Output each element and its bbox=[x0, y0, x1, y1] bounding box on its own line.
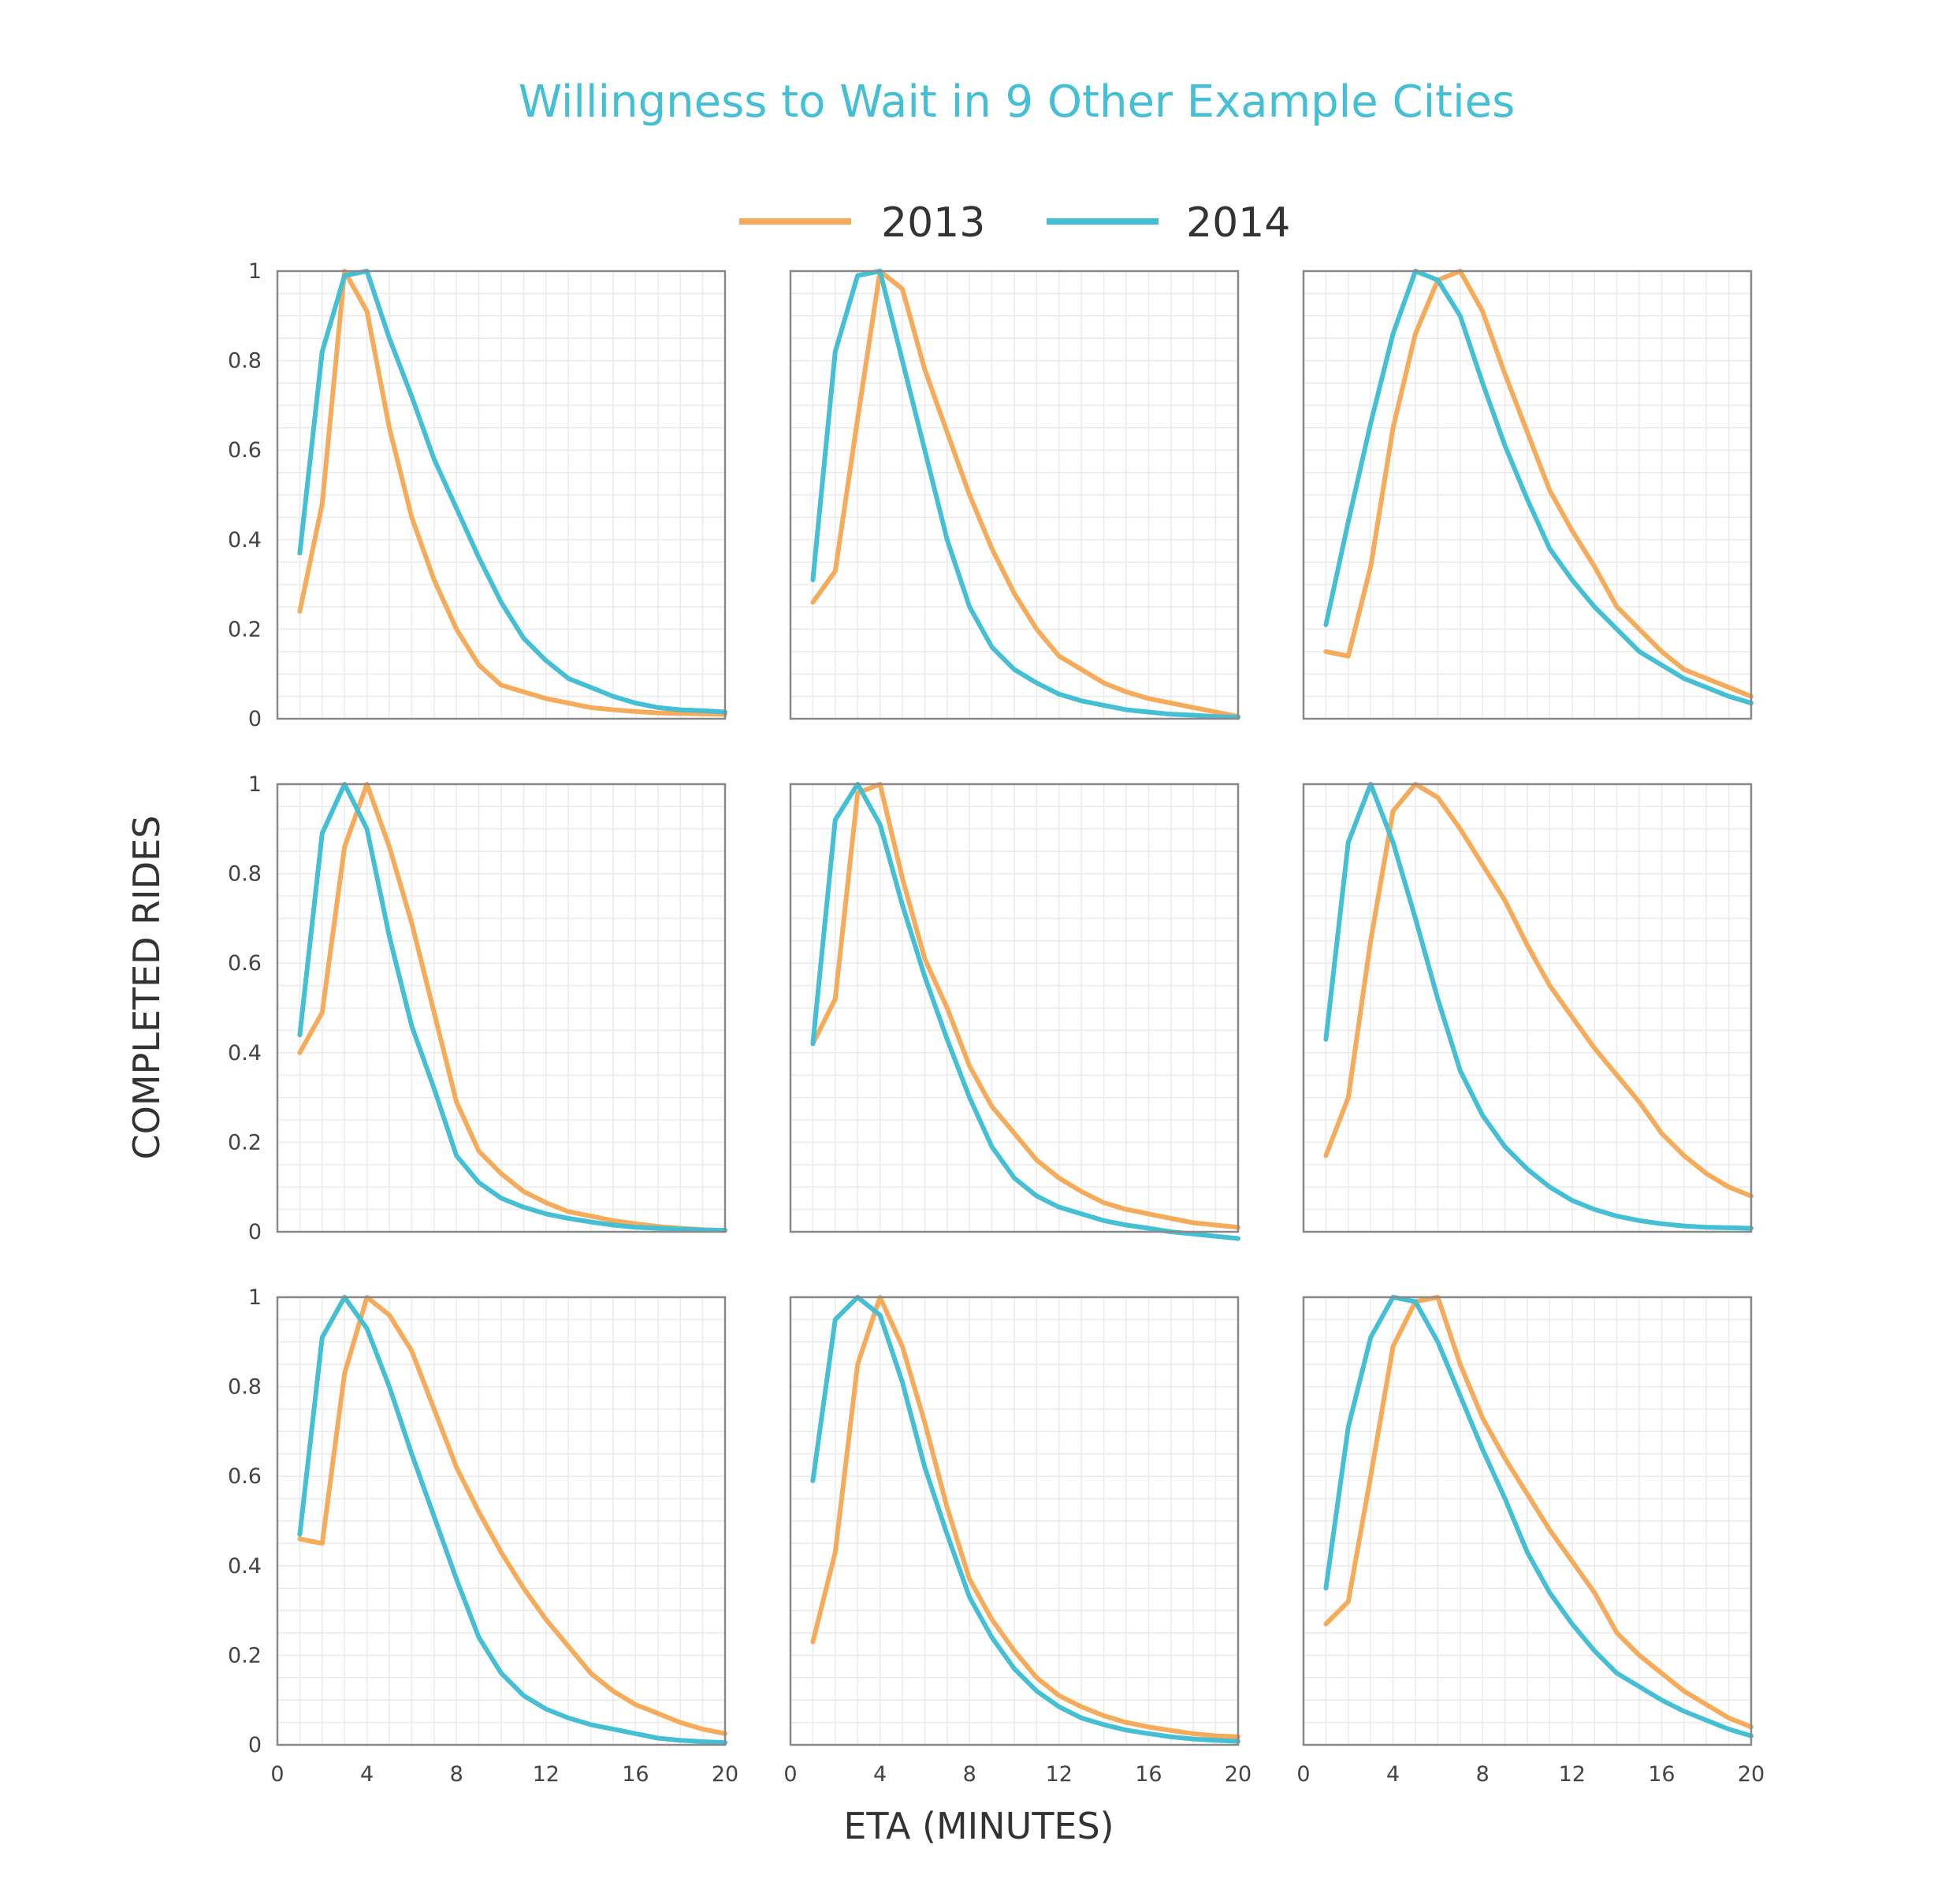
gridlines bbox=[790, 784, 1238, 1232]
x-tick-label: 16 bbox=[622, 1762, 649, 1787]
y-tick-label: 0.6 bbox=[228, 438, 262, 463]
x-tick-label: 16 bbox=[1648, 1762, 1675, 1787]
panel-2 bbox=[789, 269, 1240, 720]
plot-frame bbox=[1302, 1296, 1753, 1746]
series-line-2014 bbox=[810, 1295, 1240, 1744]
panel-9: 0 4 8 12 16 20 bbox=[1296, 1295, 1765, 1787]
y-tick-label: 0 bbox=[248, 707, 262, 731]
series-line-2014 bbox=[1323, 269, 1754, 706]
x-tick-label: 12 bbox=[1559, 1762, 1586, 1787]
plot-frame bbox=[276, 270, 727, 720]
series-line-2013 bbox=[810, 782, 1240, 1230]
y-tick-label: 1 bbox=[248, 259, 262, 284]
x-tick-label: 12 bbox=[533, 1762, 560, 1787]
x-tick-label: 8 bbox=[450, 1762, 463, 1787]
x-tick-label: 20 bbox=[1225, 1762, 1251, 1787]
x-tick-label: 4 bbox=[1386, 1762, 1400, 1787]
y-tick-label: 0 bbox=[248, 1220, 262, 1244]
y-tick-label: 1 bbox=[248, 772, 262, 797]
gridlines bbox=[790, 271, 1238, 719]
x-tick-label: 20 bbox=[1738, 1762, 1765, 1787]
x-tick-label: 8 bbox=[1476, 1762, 1490, 1787]
y-tick-label: 0.2 bbox=[228, 617, 262, 642]
series-line-2014 bbox=[1323, 782, 1754, 1231]
panel-7: 0 0.2 0.4 0.6 0.8 1 0 4 8 12 16 20 bbox=[228, 1285, 738, 1787]
panel-3 bbox=[1302, 269, 1754, 720]
plot-frame bbox=[276, 1296, 727, 1746]
series-line-2014 bbox=[297, 1295, 727, 1746]
chart-title: Willingness to Wait in 9 Other Example C… bbox=[519, 76, 1516, 128]
y-tick-label: 0.2 bbox=[228, 1643, 262, 1668]
series-line-2013 bbox=[1323, 782, 1754, 1199]
panel-4: 0 0.2 0.4 0.6 0.8 1 bbox=[228, 772, 727, 1244]
series-line-2014 bbox=[297, 269, 727, 715]
series-line-2013 bbox=[297, 269, 727, 717]
panel-5 bbox=[789, 782, 1240, 1241]
series-line-2014 bbox=[810, 269, 1240, 720]
y-tick-label: 0.4 bbox=[228, 1041, 262, 1066]
plot-frame bbox=[1302, 783, 1753, 1233]
y-tick-label: 0 bbox=[248, 1733, 262, 1757]
plot-frame bbox=[1302, 270, 1753, 720]
panel-6 bbox=[1302, 782, 1754, 1233]
x-tick-label: 4 bbox=[873, 1762, 887, 1787]
y-tick-label: 1 bbox=[248, 1285, 262, 1310]
y-axis-title: COMPLETED RIDES bbox=[125, 816, 168, 1160]
x-axis-title: ETA (MINUTES) bbox=[843, 1805, 1114, 1847]
panel-1: 0 0.2 0.4 0.6 0.8 1 bbox=[228, 259, 727, 731]
y-tick-label: 0.8 bbox=[228, 349, 262, 374]
x-tick-label: 4 bbox=[360, 1762, 374, 1787]
series-line-2013 bbox=[810, 1295, 1240, 1739]
y-tick-label: 0.8 bbox=[228, 1375, 262, 1400]
x-tick-label: 0 bbox=[1296, 1762, 1310, 1787]
gridlines bbox=[1304, 1297, 1751, 1745]
series-line-2013 bbox=[1323, 269, 1754, 699]
panel-grid: 0 0.2 0.4 0.6 0.8 1 0 0.2 0.4 0.6 0.8 1 0 0.2 0.4 0.6 0.… bbox=[228, 259, 1765, 1787]
legend-label-2013: 2013 bbox=[881, 199, 985, 247]
series-line-2014 bbox=[297, 782, 727, 1233]
y-tick-label: 0.6 bbox=[228, 1464, 262, 1489]
x-tick-label: 12 bbox=[1046, 1762, 1073, 1787]
x-tick-label: 16 bbox=[1135, 1762, 1162, 1787]
plot-frame bbox=[789, 783, 1240, 1233]
legend: 2013 2014 bbox=[739, 199, 1290, 247]
gridlines bbox=[277, 271, 725, 719]
x-tick-label: 0 bbox=[783, 1762, 797, 1787]
series-line-2013 bbox=[810, 269, 1240, 720]
x-tick-label: 0 bbox=[270, 1762, 284, 1787]
y-tick-label: 0.8 bbox=[228, 862, 262, 887]
y-tick-label: 0.4 bbox=[228, 528, 262, 552]
gridlines bbox=[790, 1297, 1238, 1745]
y-tick-label: 0.6 bbox=[228, 951, 262, 976]
plot-frame bbox=[789, 1296, 1240, 1746]
series-line-2013 bbox=[1323, 1295, 1754, 1730]
y-tick-label: 0.2 bbox=[228, 1130, 262, 1155]
series-line-2013 bbox=[297, 1295, 727, 1736]
gridlines bbox=[277, 1297, 725, 1745]
x-tick-label: 8 bbox=[963, 1762, 976, 1787]
gridlines bbox=[1304, 784, 1751, 1232]
legend-label-2014: 2014 bbox=[1186, 199, 1290, 247]
plot-frame bbox=[276, 783, 727, 1233]
plot-frame bbox=[789, 270, 1240, 720]
y-tick-label: 0.4 bbox=[228, 1554, 262, 1579]
panel-8: 0 4 8 12 16 20 bbox=[783, 1295, 1251, 1787]
x-tick-label: 20 bbox=[712, 1762, 738, 1787]
